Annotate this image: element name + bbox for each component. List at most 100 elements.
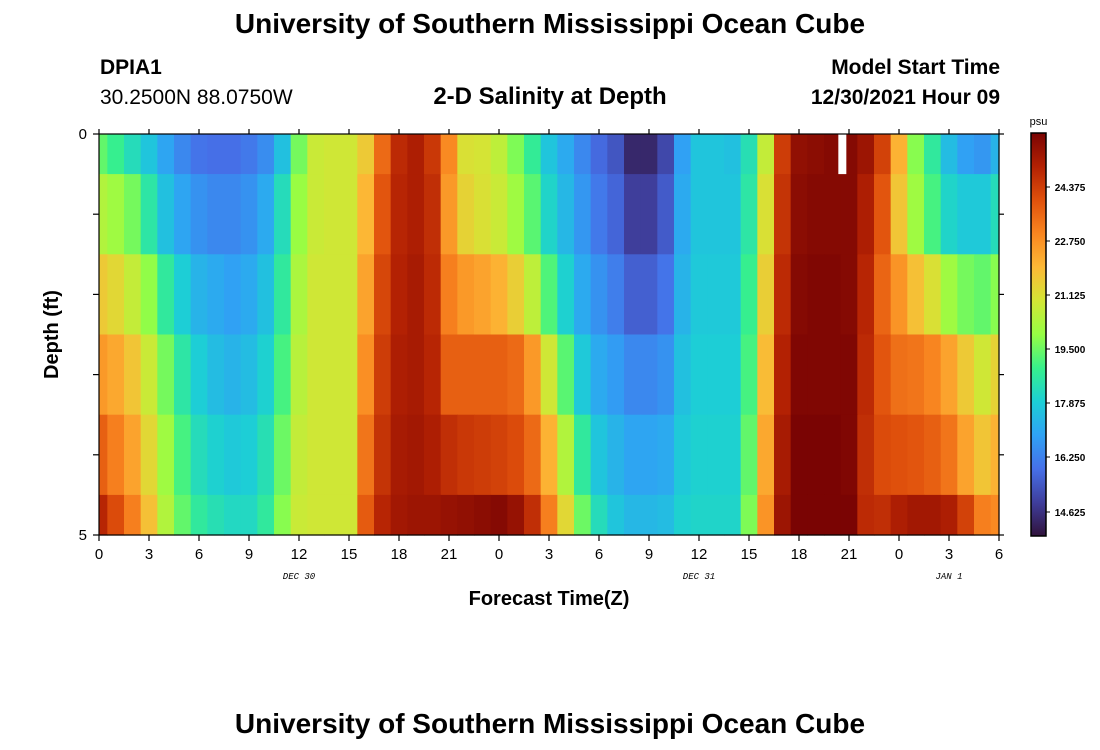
heatmap-cell <box>407 334 425 416</box>
x-tick-label: 12 <box>291 546 308 563</box>
colorbar-gradient <box>1030 132 1047 537</box>
heatmap-cell <box>740 334 758 416</box>
heatmap-cell <box>324 494 342 536</box>
heatmap-cell <box>374 414 392 496</box>
heatmap-cell <box>440 414 458 496</box>
heatmap-cell <box>990 134 1000 175</box>
x-tick-label: 6 <box>995 546 1003 563</box>
chart-title: 2-D Salinity at Depth <box>433 83 667 110</box>
heatmap-cell <box>757 334 775 416</box>
heatmap-cell <box>257 254 275 336</box>
heatmap-cell <box>307 334 325 416</box>
heatmap-cell <box>807 254 825 336</box>
heatmap-cell <box>224 254 242 336</box>
heatmap-cell <box>657 134 675 175</box>
missing-data-marker <box>838 134 847 175</box>
heatmap-cell <box>474 334 492 416</box>
heatmap-cell <box>290 494 308 536</box>
heatmap-cell <box>940 254 958 336</box>
heatmap-cell <box>624 334 642 416</box>
heatmap-cell <box>190 414 208 496</box>
heatmap-cell <box>924 254 942 336</box>
heatmap-cell <box>657 174 675 255</box>
heatmap-cell <box>490 494 508 536</box>
heatmap-cell <box>740 414 758 496</box>
heatmap-cell <box>124 254 142 336</box>
heatmap-cell <box>390 414 408 496</box>
heatmap-cell <box>174 174 192 255</box>
heatmap-cell <box>474 254 492 336</box>
heatmap-cell <box>740 134 758 175</box>
heatmap-cell <box>99 174 108 255</box>
heatmap-cell <box>290 174 308 255</box>
heatmap-cell <box>307 134 325 175</box>
x-tick-label: 21 <box>841 546 858 563</box>
heatmap-cell <box>790 494 808 536</box>
x-tick-label: 21 <box>441 546 458 563</box>
heatmap-cell <box>940 174 958 255</box>
heatmap-cell <box>574 174 592 255</box>
heatmap-cell <box>907 334 925 416</box>
heatmap-cell <box>974 174 992 255</box>
heatmap-cell <box>790 174 808 255</box>
heatmap-cell <box>424 134 442 175</box>
heatmap-cell <box>690 494 708 536</box>
heatmap-cell <box>457 494 475 536</box>
x-tick-label: 9 <box>245 546 253 563</box>
missing-data-markers <box>838 134 847 175</box>
heatmap-cell <box>357 174 375 255</box>
heatmap-cell <box>374 254 392 336</box>
heatmap-cell <box>290 254 308 336</box>
heatmap-cell <box>99 334 108 416</box>
heatmap-cell <box>257 134 275 175</box>
heatmap-cell <box>874 134 892 175</box>
x-tick-label: 3 <box>945 546 953 563</box>
x-axis: 0 3 6 9 12 15 18 21 0 3 6 9 12 15 18 21 0 3 6 DEC 30 DEC 31 J… <box>95 129 1003 582</box>
heatmap-cell <box>374 334 392 416</box>
heatmap-cell <box>124 414 142 496</box>
heatmap-cell <box>207 174 225 255</box>
heatmap-cell <box>424 494 442 536</box>
heatmap-cell <box>407 494 425 536</box>
x-tick-label: 6 <box>595 546 603 563</box>
heatmap-cell <box>890 414 908 496</box>
heatmap-cell <box>557 334 575 416</box>
heatmap-cell <box>524 134 542 175</box>
heatmap-cell <box>390 494 408 536</box>
heatmap-cell <box>99 254 108 336</box>
heatmap-cell <box>524 254 542 336</box>
heatmap-cell <box>740 174 758 255</box>
x-tick-label: 15 <box>741 546 758 563</box>
heatmap-cell <box>157 334 175 416</box>
heatmap-cell <box>140 334 158 416</box>
heatmap-cell <box>974 414 992 496</box>
heatmap-cell <box>107 254 125 336</box>
heatmap-cell <box>640 494 658 536</box>
colorbar-tick-label: 19.500 <box>1055 345 1086 356</box>
heatmap-cell <box>240 494 258 536</box>
heatmap-cell <box>674 174 692 255</box>
heatmap-cell <box>624 134 642 175</box>
heatmap-cell <box>524 494 542 536</box>
heatmap-cell <box>607 414 625 496</box>
heatmap-cell <box>657 494 675 536</box>
heatmap-cell <box>507 174 525 255</box>
heatmap-cell <box>640 254 658 336</box>
heatmap-cell <box>940 494 958 536</box>
heatmap-cell <box>774 174 792 255</box>
heatmap-cell <box>890 174 908 255</box>
heatmap-cell <box>224 134 242 175</box>
heatmap-cell <box>307 414 325 496</box>
heatmap-cell <box>124 494 142 536</box>
heatmap-cell <box>957 254 975 336</box>
heatmap-cell <box>440 174 458 255</box>
heatmap-cell <box>957 414 975 496</box>
heatmap-cell <box>290 134 308 175</box>
heatmap-cell <box>424 254 442 336</box>
heatmap-cell <box>990 174 1000 255</box>
heatmap-cell <box>724 134 742 175</box>
heatmap-cell <box>540 334 558 416</box>
heatmap-cell <box>757 414 775 496</box>
heatmap-cell <box>690 414 708 496</box>
